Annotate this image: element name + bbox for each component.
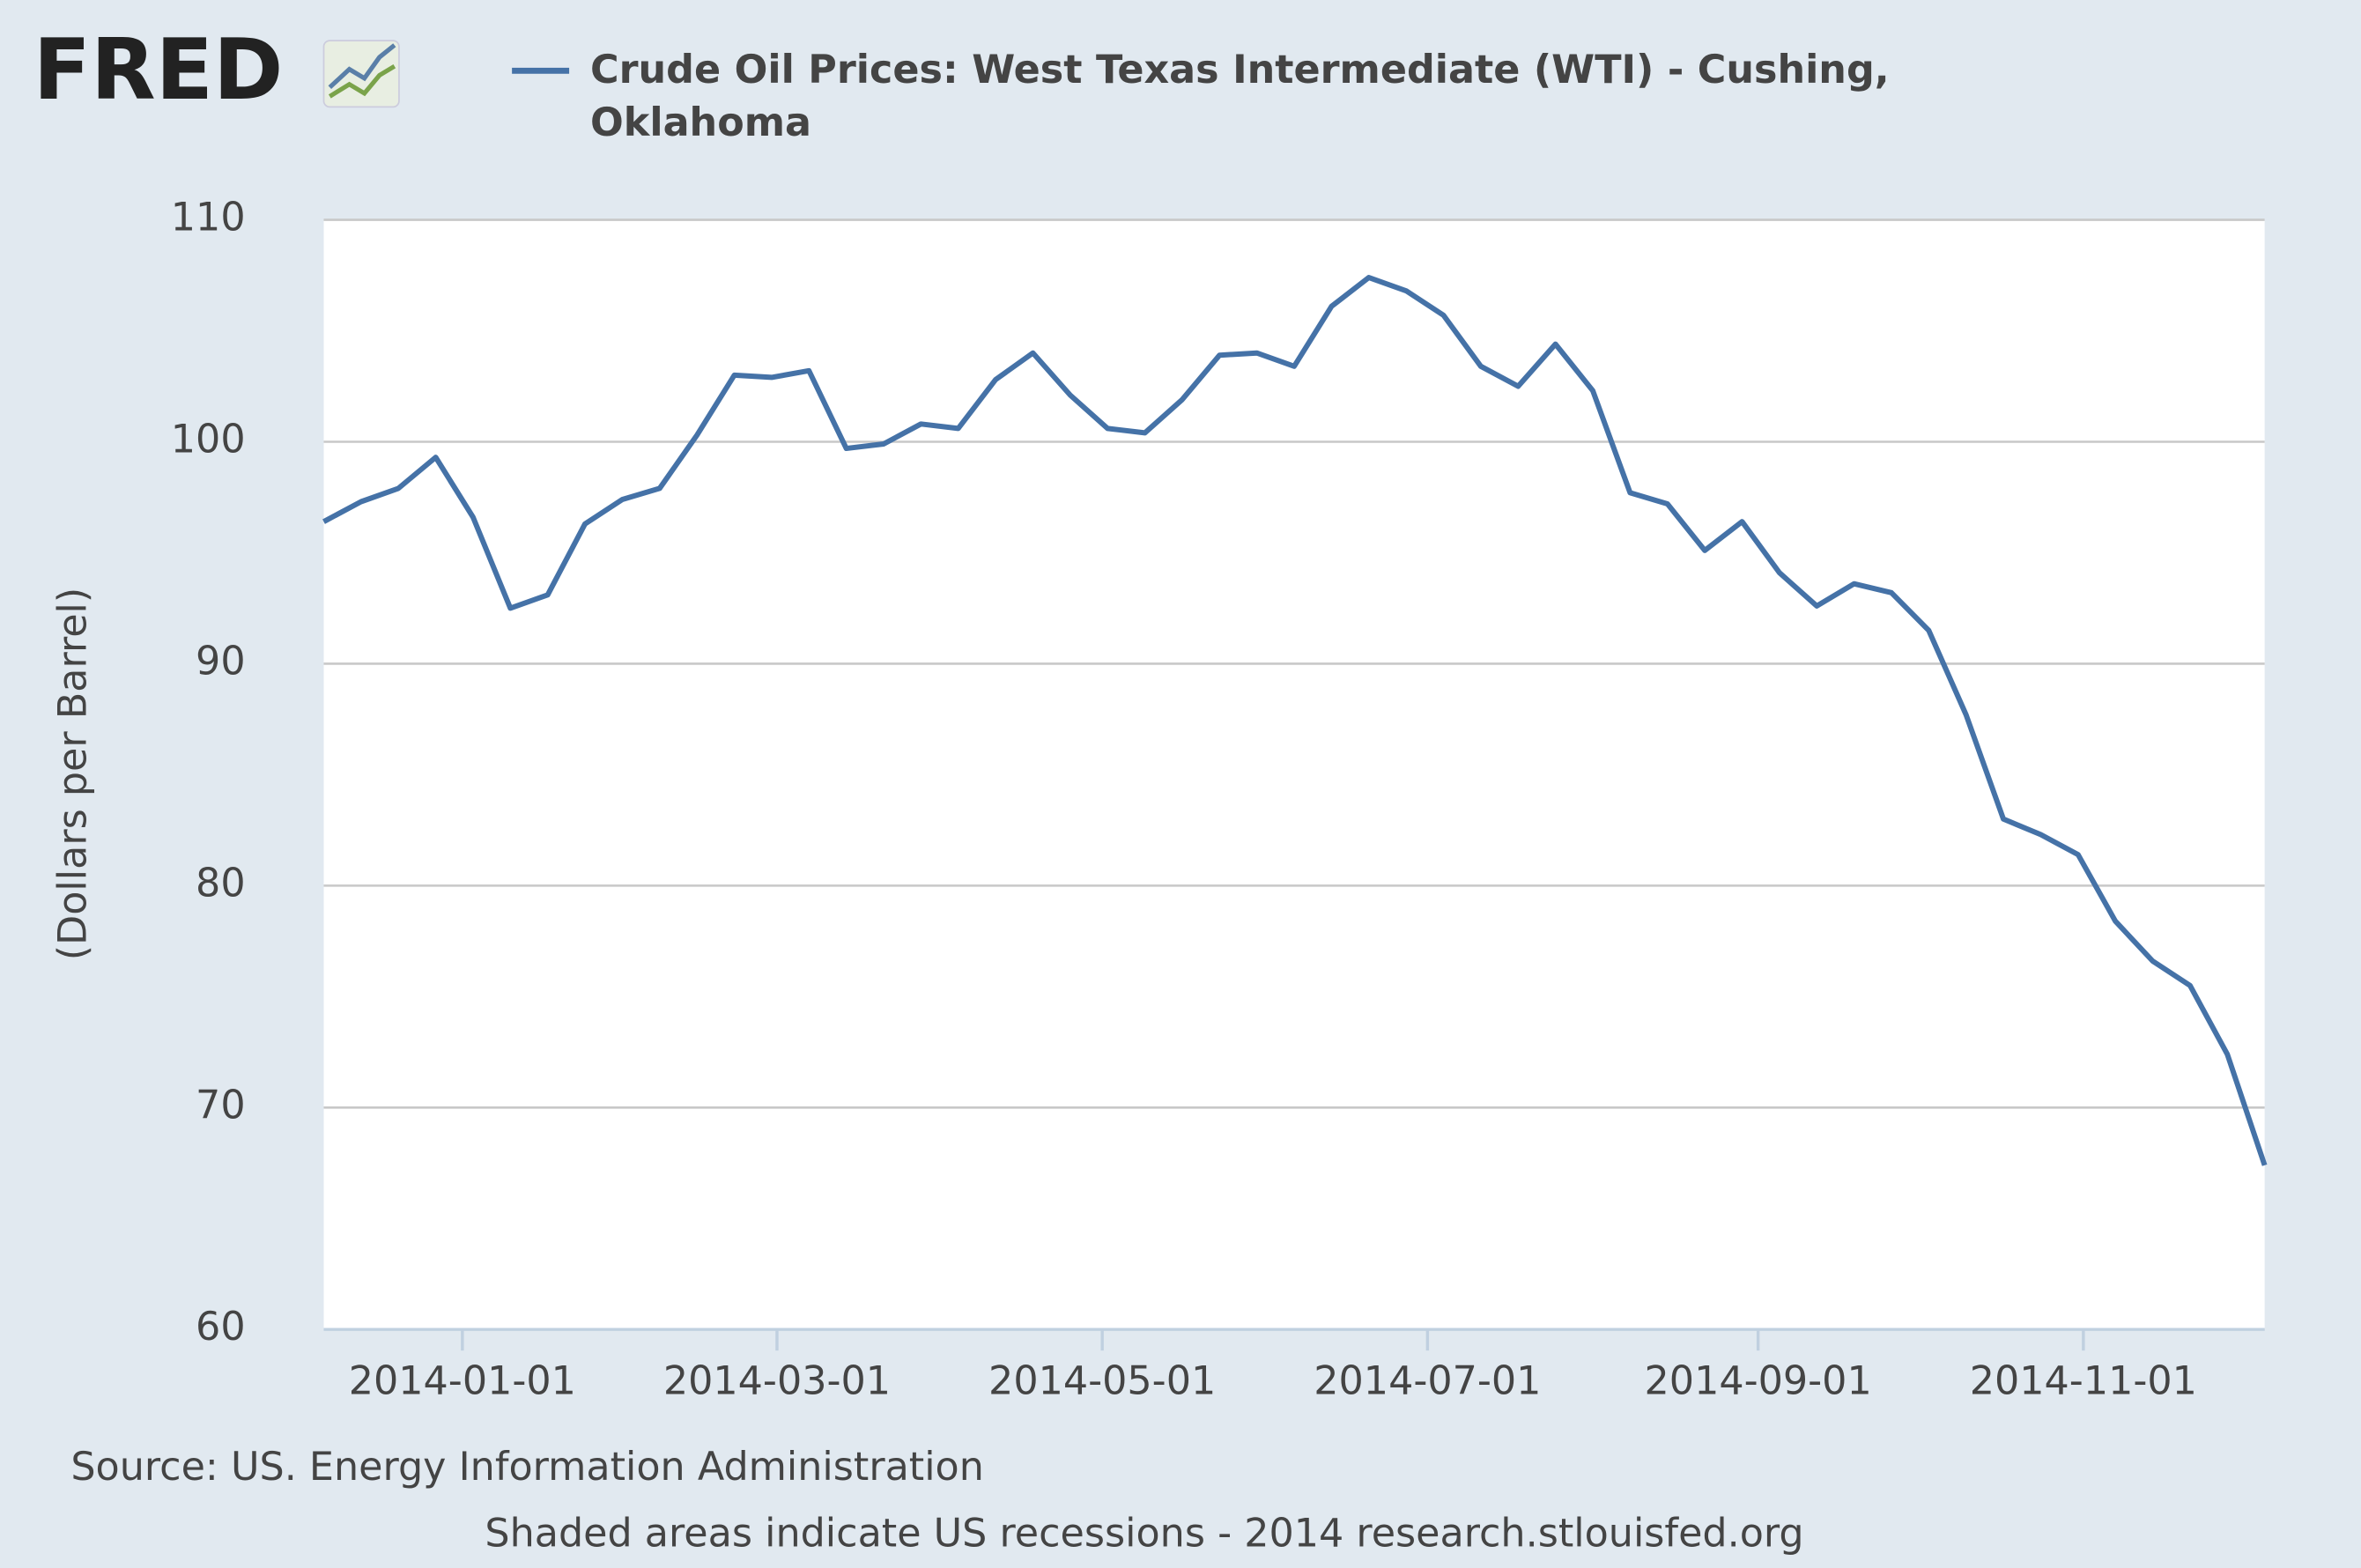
x-tick-label: 2014-01-01 [349, 1359, 576, 1404]
x-tick-label: 2014-11-01 [1970, 1359, 2197, 1404]
source: Source: US. Energy Information Administr… [70, 1445, 984, 1490]
line [322, 275, 2268, 1166]
x-tick-label: 2014-03-01 [663, 1359, 891, 1404]
y-tick-label: 100 [171, 417, 246, 462]
y-tick-label: 60 [196, 1305, 246, 1350]
x-tick-label: 2014-09-01 [1645, 1359, 1872, 1404]
y-tick-label: 80 [196, 861, 246, 906]
logo-icon-line [328, 64, 396, 99]
y-axis-label: (Dollars per Barrel) [50, 588, 95, 961]
y-tick-label: 70 [196, 1083, 246, 1128]
y-tick-label: 110 [171, 196, 246, 240]
logo-icon-line [328, 43, 396, 90]
legend-entry: Crude Oil Prices: West Texas Intermediat… [590, 48, 1890, 146]
logo: FRED [33, 20, 284, 119]
y-tick-label: 90 [196, 639, 246, 684]
legend-swatch [512, 67, 570, 74]
x-tick-label: 2014-05-01 [988, 1359, 1216, 1404]
plot-area [323, 219, 2265, 1330]
x-tick-label: 2014-07-01 [1314, 1359, 1541, 1404]
footer: Shaded areas indicate US recessions - 20… [485, 1511, 1803, 1556]
